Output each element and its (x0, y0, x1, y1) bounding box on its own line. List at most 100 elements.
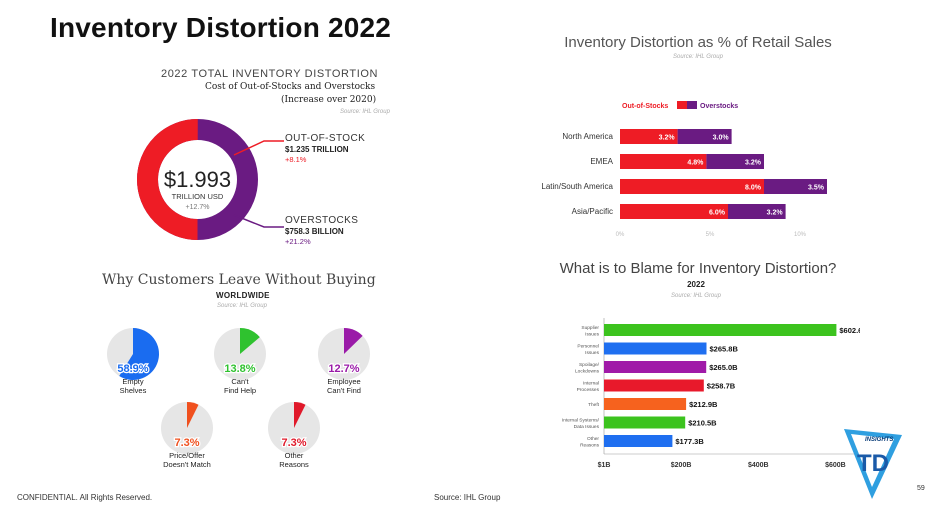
pie-percent: 12.7% (328, 363, 359, 375)
blame-source: Source: IHL Group (671, 293, 722, 299)
pct-category-label: Latin/South America (541, 182, 613, 191)
pie-slice (187, 402, 199, 428)
pie-label-line2: Reasons (279, 460, 309, 469)
blame-subtitle: 2022 (687, 280, 705, 289)
blame-category-label: Personnel (577, 344, 599, 350)
pie-label-line2: Find Help (224, 386, 256, 395)
blame-bar (604, 324, 837, 336)
legend-swatch-overstocks (687, 101, 697, 109)
bar-out-of-stocks (620, 154, 707, 169)
page-number: 59 (917, 485, 925, 492)
logo-mark: TD (857, 450, 889, 477)
blame-bar (604, 342, 707, 355)
pie-label-line1: Can't (231, 377, 249, 386)
donut-oos-arc (137, 119, 258, 240)
donut-center-unit: TRILLION USD (172, 192, 224, 201)
pct-bar-label: 3.2% (767, 210, 784, 217)
bar-overstocks (728, 204, 786, 219)
pie-label-line1: Empty (122, 377, 144, 386)
blame-category-label: Issues (585, 332, 599, 338)
pct-bar-label: 3.2% (659, 135, 676, 142)
blame-bar (604, 435, 673, 447)
insights-td-logo: INSIGHTS TD (844, 429, 902, 499)
blame-category-label: Reasons (580, 443, 600, 449)
blame-bar-label: $212.9B (689, 400, 718, 409)
donut-subheading-1: Cost of Out-of-Stocks and Overstocks (205, 82, 376, 92)
bar-out-of-stocks (620, 204, 728, 219)
overstock-callout-value: $758.3 BILLION (285, 227, 344, 236)
legend-out-of-stocks: Out-of-Stocks (622, 103, 668, 110)
pie-slice (344, 328, 363, 354)
pct-category-label: Asia/Pacific (572, 207, 613, 216)
blame-bar-label: $265.0B (709, 363, 738, 372)
pct-bar-label: 4.8% (687, 160, 704, 167)
pct-chart: Inventory Distortion as % of Retail Sale… (541, 34, 832, 238)
pct-x-tick: 5% (706, 232, 715, 238)
why-source: Source: IHL Group (217, 303, 267, 309)
oos-callout-title: OUT-OF-STOCK (285, 133, 366, 144)
pct-x-tick: 10% (794, 232, 807, 238)
legend-swatch-oos (677, 101, 687, 109)
blame-category-label: Internal Systems/ (562, 418, 600, 424)
blame-title: What is to Blame for Inventory Distortio… (560, 260, 837, 277)
blame-category-label: Lockdowns (575, 369, 600, 375)
oos-callout-change: +8.1% (285, 155, 307, 164)
blame-bar (604, 379, 704, 392)
blame-bar-label: $265.8B (710, 345, 739, 354)
blame-category-label: Processes (577, 387, 600, 393)
blame-category-label: Theft (588, 402, 600, 408)
blame-x-tick: $1B (598, 462, 611, 469)
why-subtitle: WORLDWIDE (216, 291, 270, 300)
pie-slice (119, 328, 160, 380)
blame-bar-label: $258.7B (707, 382, 736, 391)
blame-bar-label: $210.5B (688, 419, 717, 428)
blame-chart: What is to Blame for Inventory Distortio… (560, 260, 860, 469)
pie-percent: 7.3% (174, 437, 199, 449)
blame-category-label: Other (587, 436, 599, 442)
pct-x-tick: 0% (616, 232, 625, 238)
donut-center-value: $1.993 (164, 167, 231, 192)
pct-chart-title: Inventory Distortion as % of Retail Sale… (564, 34, 832, 51)
legend-overstocks: Overstocks (700, 103, 738, 110)
blame-bar (604, 416, 686, 429)
pie-label-line2: Doesn't Match (163, 460, 211, 469)
blame-bar-label: $177.3B (675, 437, 704, 446)
pct-bar-label: 8.0% (745, 185, 762, 192)
blame-category-label: Supplier (581, 325, 599, 331)
donut-heading: 2022 TOTAL INVENTORY DISTORTION (161, 68, 379, 80)
pie-percent: 58.9% (117, 363, 148, 375)
blame-x-tick: $600B (825, 462, 846, 469)
pie-percent: 13.8% (224, 363, 255, 375)
blame-category-label: Issues (585, 350, 599, 356)
pct-bar-label: 3.5% (808, 185, 825, 192)
pie-slice (294, 402, 306, 428)
blame-bar (604, 361, 707, 373)
logo-text: INSIGHTS (865, 437, 893, 443)
slide-title: Inventory Distortion 2022 (50, 12, 392, 43)
donut-callout-lines (233, 140, 284, 228)
donut-center-change: +12.7% (186, 204, 210, 211)
oos-callout-value: $1.235 TRILLION (285, 145, 349, 154)
pie-label-line2: Can't Find (327, 386, 361, 395)
bar-out-of-stocks (620, 179, 764, 194)
bar-out-of-stocks (620, 129, 678, 144)
pie-slice (240, 328, 260, 354)
pie-label-line1: Employee (327, 377, 360, 386)
overstock-callout-change: +21.2% (285, 237, 311, 246)
blame-bar-label: $602.6B (839, 326, 860, 335)
blame-x-tick: $400B (748, 462, 769, 469)
blame-x-tick: $200B (671, 462, 692, 469)
blame-category-label: Data Issues (574, 424, 600, 430)
pct-bar-label: 3.2% (745, 160, 762, 167)
pct-category-label: North America (562, 132, 613, 141)
pct-category-label: EMEA (590, 157, 613, 166)
donut-chart: $1.993 TRILLION USD +12.7% (137, 119, 258, 240)
pie-label-line2: Shelves (120, 386, 147, 395)
blame-category-label: Internal (583, 381, 599, 387)
why-title: Why Customers Leave Without Buying (102, 272, 376, 288)
footer-source: Source: IHL Group (434, 493, 501, 502)
pie-label-line1: Other (285, 451, 304, 460)
bar-overstocks (677, 129, 732, 144)
pct-bar-label: 6.0% (709, 210, 726, 217)
